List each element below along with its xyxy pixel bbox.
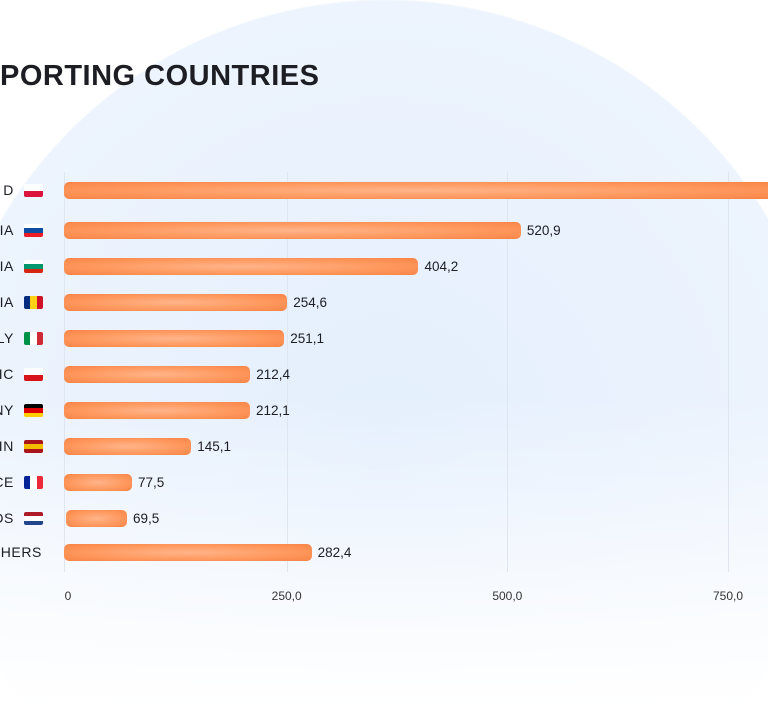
bar-row: LIC 212,4 [0, 365, 768, 385]
category-label: IN [0, 438, 14, 454]
flag-icon [24, 260, 43, 273]
flag-icon [24, 476, 43, 489]
chart-title: PORTING COUNTRIES [0, 60, 320, 92]
category-label: IA [0, 222, 14, 238]
x-tick-label: 500,0 [492, 589, 523, 603]
flag-icon [24, 184, 43, 197]
bar-row: IN 145,1 [0, 437, 768, 457]
flag-icon [24, 440, 43, 453]
x-tick-label: 250,0 [271, 589, 302, 603]
value-label: 77,5 [137, 475, 165, 490]
flag-icon [24, 332, 43, 345]
flag-icon [24, 368, 43, 381]
gridline [286, 172, 288, 572]
bar [64, 222, 521, 239]
gridline [507, 172, 509, 572]
value-label: 404,2 [424, 259, 459, 274]
bar [66, 510, 127, 527]
flag-icon [24, 404, 43, 417]
value-label: 520,9 [526, 223, 561, 238]
bar [64, 294, 288, 311]
bar [64, 366, 251, 383]
bar-row: RIA 404,2 [0, 257, 768, 277]
bar-row: NY 212,1 [0, 401, 768, 421]
bar-row: CE 77,5 [0, 473, 768, 493]
value-label: 212,4 [256, 367, 291, 382]
bar-row: LY 251,1 [0, 329, 768, 349]
bar [64, 182, 768, 199]
bar [64, 438, 192, 455]
value-label: 69,5 [132, 511, 160, 526]
bar-row: THERS 282,4 [0, 543, 768, 563]
category-label: NY [0, 402, 14, 418]
bar [64, 544, 312, 561]
bar-row: IA 520,9 [0, 221, 768, 241]
value-label: 212,1 [256, 403, 290, 418]
category-label: CE [0, 474, 14, 490]
value-label: 145,1 [197, 439, 232, 454]
bar-row: DS 69,5 [0, 509, 768, 529]
flag-icon [24, 296, 43, 309]
value-label: 251,1 [290, 331, 324, 346]
value-label: 254,6 [293, 295, 328, 310]
category-label: DS [0, 510, 14, 526]
bar [64, 402, 250, 419]
value-label: 282,4 [317, 545, 352, 560]
bar-row: D [0, 181, 768, 201]
category-label: LY [0, 330, 14, 346]
x-tick-label: 750,0 [713, 589, 744, 603]
flag-icon [24, 224, 43, 237]
category-label: NIA [0, 294, 14, 310]
bar [64, 330, 285, 347]
category-label: D [3, 182, 14, 198]
gridline [728, 172, 730, 572]
bar [64, 474, 132, 491]
category-label: THERS [0, 544, 42, 560]
bar [64, 258, 419, 275]
x-tick-label: 0 [64, 589, 72, 603]
category-label: LIC [0, 366, 14, 382]
bar-row: NIA 254,6 [0, 293, 768, 313]
category-label: RIA [0, 258, 14, 274]
flag-icon [24, 512, 43, 525]
